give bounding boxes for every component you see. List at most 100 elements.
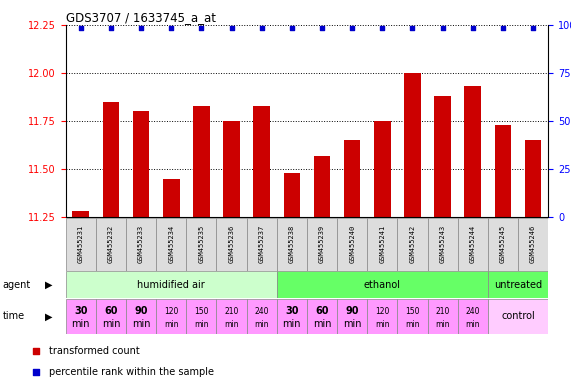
Bar [367,299,397,334]
Bar [254,106,270,217]
Text: min: min [313,319,331,329]
Point [167,25,176,31]
Text: time: time [3,311,25,321]
Bar [156,299,186,334]
Point [197,25,206,31]
Text: GSM455231: GSM455231 [78,225,84,263]
Text: min: min [405,320,420,329]
Text: ethanol: ethanol [364,280,401,290]
Bar [73,211,89,217]
Point [106,25,115,31]
Text: min: min [343,319,361,329]
Text: min: min [465,320,480,329]
Bar [186,218,216,271]
Bar [96,218,126,271]
Point [468,25,477,31]
Text: 120: 120 [375,306,389,316]
Text: GSM455239: GSM455239 [319,225,325,263]
Text: min: min [224,320,239,329]
Text: GDS3707 / 1633745_a_at: GDS3707 / 1633745_a_at [66,11,216,24]
Text: 30: 30 [74,306,87,316]
Bar [488,271,548,298]
Bar [397,299,428,334]
Bar [397,218,428,271]
Text: GSM455245: GSM455245 [500,225,506,263]
Bar [96,299,126,334]
Point [438,25,447,31]
Bar [247,299,277,334]
Bar [307,299,337,334]
Text: 210: 210 [436,306,450,316]
Point [408,25,417,31]
Point [351,96,360,102]
Bar [337,218,367,271]
Text: 150: 150 [194,306,208,316]
Text: agent: agent [3,280,31,290]
Bar [464,86,481,217]
Bar [307,218,337,271]
Text: ▶: ▶ [45,280,53,290]
Bar [488,218,518,271]
Text: min: min [375,320,389,329]
Bar [66,218,96,271]
Bar [277,299,307,334]
Bar [156,218,186,271]
Text: ▶: ▶ [45,311,53,321]
Text: percentile rank within the sample: percentile rank within the sample [49,367,214,377]
Bar [374,121,391,217]
Bar [247,218,277,271]
Bar [494,125,511,217]
Bar [216,218,247,271]
Bar [223,121,240,217]
Bar [277,218,307,271]
Point [287,25,296,31]
Bar [103,102,119,217]
Text: GSM455241: GSM455241 [379,225,385,263]
Bar [337,299,367,334]
Bar [193,106,210,217]
Text: GSM455240: GSM455240 [349,225,355,263]
Text: untreated: untreated [494,280,542,290]
Point [76,25,85,31]
Text: GSM455232: GSM455232 [108,225,114,263]
Text: min: min [71,319,90,329]
Point [348,25,357,31]
Bar [428,218,458,271]
Text: GSM455244: GSM455244 [470,225,476,263]
Text: GSM455237: GSM455237 [259,225,265,263]
Point [351,288,360,294]
Text: 240: 240 [255,306,269,316]
Bar [133,111,150,217]
Bar [367,218,397,271]
Point [498,25,508,31]
Bar [404,73,421,217]
Text: min: min [255,320,269,329]
Bar [186,299,216,334]
Bar [458,218,488,271]
Bar [525,140,541,217]
Bar [216,299,247,334]
Bar [163,179,179,217]
Text: GSM455238: GSM455238 [289,225,295,263]
Text: GSM455243: GSM455243 [440,225,445,263]
Bar [126,218,156,271]
Text: GSM455242: GSM455242 [409,225,416,263]
Bar [458,299,488,334]
Text: min: min [164,320,179,329]
Bar [488,299,548,334]
Bar [428,299,458,334]
Bar [66,271,277,298]
Text: min: min [194,320,208,329]
Text: 210: 210 [224,306,239,316]
Text: 30: 30 [285,306,299,316]
Point [317,25,327,31]
Text: humidified air: humidified air [138,280,205,290]
Point [136,25,146,31]
Bar [518,218,548,271]
Text: 90: 90 [345,306,359,316]
Text: 60: 60 [315,306,329,316]
Text: 90: 90 [134,306,148,316]
Text: GSM455236: GSM455236 [228,225,235,263]
Text: GSM455233: GSM455233 [138,225,144,263]
Bar [277,271,488,298]
